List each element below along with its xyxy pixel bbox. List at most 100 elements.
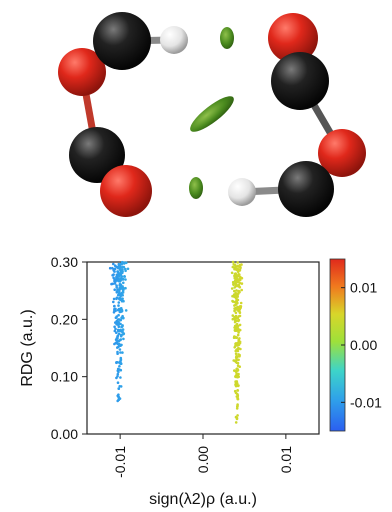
scatter-point [240,276,244,280]
hydrogen-atom [228,178,256,206]
scatter-point [113,288,116,292]
scatter-point [236,364,240,368]
scatter-point [231,314,235,317]
scatter-point [235,380,239,383]
scatter-point [234,265,237,268]
scatter-point [240,288,243,292]
scatter-point [236,369,239,372]
carbon-atom [69,127,125,183]
y-tick-label: 0.10 [51,369,78,385]
scatter-point [231,299,234,303]
scatter-point [236,392,239,396]
scatter-point [115,284,118,287]
scatter-point [238,305,242,308]
scatter-point [121,285,124,288]
scatter-point [113,305,116,308]
scatter-point [233,267,236,271]
oxygen-atom [268,13,318,63]
scatter-point [121,277,125,281]
x-tick-label: 0.00 [195,446,211,473]
scatter-point [237,346,240,350]
scatter-point [122,332,125,336]
scatter-point [234,329,237,333]
scatter-point [124,286,127,290]
carbon-atom [271,52,329,110]
colorbar-tick-label: -0.01 [350,394,382,410]
scatter-point [237,292,240,295]
scatter-point [118,284,122,287]
scatter-point [118,310,122,314]
scatter-point [120,309,124,313]
scatter-point [116,361,119,364]
scatter-point [117,332,121,336]
scatter-point [116,381,120,385]
x-axis-title: sign(λ2)ρ (a.u.) [149,491,257,508]
scatter-point [119,334,123,338]
scatter-point [108,266,112,270]
scatter-point [116,375,119,378]
scatter-point [119,328,122,332]
scatter-point [118,297,121,301]
scatter-point [120,299,124,303]
scatter-point [113,307,116,311]
scatter-point [236,349,240,353]
scatter-point [237,329,241,332]
scatter-point [120,307,123,310]
scatter-point [117,301,121,304]
oxygen-atom [318,129,366,177]
scatter-point [234,421,238,424]
scatter-point [232,282,235,286]
scatter-point [119,318,122,322]
scatter-point [233,289,236,293]
scatter-point [118,365,121,368]
scatter-point [230,271,234,275]
scatter-point [233,320,237,324]
scatter-point [121,351,124,354]
scatter-point [117,342,121,346]
scatter-point [119,362,123,366]
scatter-point [112,276,115,280]
scatter-point [124,267,127,271]
scatter-point [234,272,237,275]
scatter-point [238,314,242,318]
scatter-point [121,270,124,273]
scatter-point [236,342,240,346]
scatter-point [126,267,130,271]
scatter-point [238,311,242,315]
scatter-point [114,341,117,345]
isosurface-blob [190,96,234,132]
isosurface-blob [220,27,234,49]
scatter-point [125,261,128,265]
scatter-point [113,270,116,273]
scatter-point [235,298,239,302]
hydrogen-atom [160,26,188,54]
scatter-point [236,403,239,406]
scatter-point [233,389,237,393]
scatter-point [117,323,120,327]
scatter-point [111,266,114,270]
scatter-point [119,322,122,326]
scatter-point [122,265,126,269]
scatter-point [237,358,240,362]
scatter-point [240,282,244,285]
scatter-point [237,353,240,356]
scatter-point [110,282,113,286]
scatter-point [114,327,117,331]
scatter-point [122,262,126,265]
scatter-point [119,376,122,379]
scatter-point [116,335,119,338]
scatter-point [236,295,239,298]
scatter-point [237,284,241,288]
scatter-point [116,350,119,354]
scatter-point [235,283,238,287]
y-axis-ticks: 0.00 0.10 0.20 0.30 [51,254,87,442]
scatter-point [238,340,242,344]
y-axis-title: RDG (a.u.) [19,309,36,386]
y-tick-label: 0.30 [51,254,78,270]
scatter-point [121,260,124,264]
scatter-point [237,331,240,334]
scatter-point [235,308,238,311]
scatter-point [230,287,234,290]
scatter-point [232,317,235,321]
